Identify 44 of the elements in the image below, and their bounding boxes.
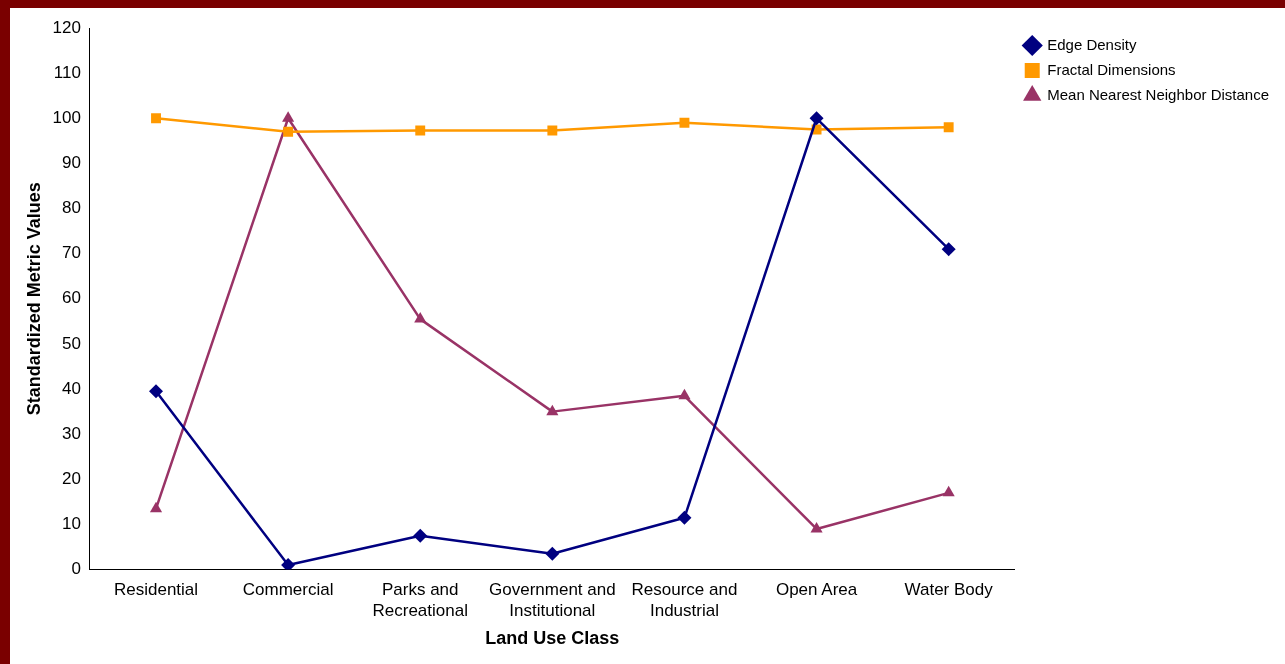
y-tick-label: 20: [62, 469, 81, 489]
y-tick-label: 50: [62, 333, 81, 353]
point: [281, 558, 296, 570]
point: [547, 125, 558, 136]
point: [677, 510, 692, 525]
x-tick-label: Open Area: [775, 580, 858, 600]
legend-label: Mean Nearest Neighbor Distance: [1047, 85, 1269, 103]
x-tick-label: Residential: [113, 580, 199, 600]
y-tick-label: 70: [62, 243, 81, 263]
point: [283, 126, 294, 137]
y-tick-label: 80: [62, 198, 81, 218]
point: [941, 242, 956, 257]
x-tick-label: Water Body: [904, 580, 994, 600]
point: [679, 117, 690, 128]
x-tick-label: Resource and Industrial: [631, 580, 738, 620]
point: [149, 384, 164, 399]
y-tick-label: 60: [62, 288, 81, 308]
legend-label: Edge Density: [1047, 35, 1137, 53]
x-tick-label: Government and Institutional: [489, 580, 616, 620]
y-tick-label: 110: [53, 62, 81, 82]
point: [413, 528, 428, 543]
y-tick-label: 90: [62, 153, 81, 173]
legend-label: Fractal Dimensions: [1047, 60, 1176, 78]
point: [282, 111, 295, 122]
y-tick-label: 40: [62, 378, 81, 398]
point: [809, 111, 824, 126]
point: [546, 404, 559, 416]
x-tick-label: Commercial: [242, 580, 334, 600]
point: [151, 113, 161, 124]
point: [414, 312, 427, 323]
y-tick-label: 10: [62, 514, 81, 534]
point: [545, 546, 560, 561]
x-tick-label: Parks and Recreational: [372, 580, 468, 620]
y-tick-label: 100: [52, 107, 81, 127]
point: [943, 122, 954, 133]
x-axis-title: Land Use Class: [485, 628, 620, 649]
point: [415, 125, 426, 136]
point: [678, 388, 691, 400]
y-axis-title: Standardized Metric Values: [23, 182, 44, 416]
y-tick-label: 0: [71, 559, 81, 579]
point: [942, 485, 955, 497]
y-tick-label: 30: [62, 423, 81, 443]
point: [149, 501, 163, 513]
y-tick-label: 120: [52, 17, 81, 37]
